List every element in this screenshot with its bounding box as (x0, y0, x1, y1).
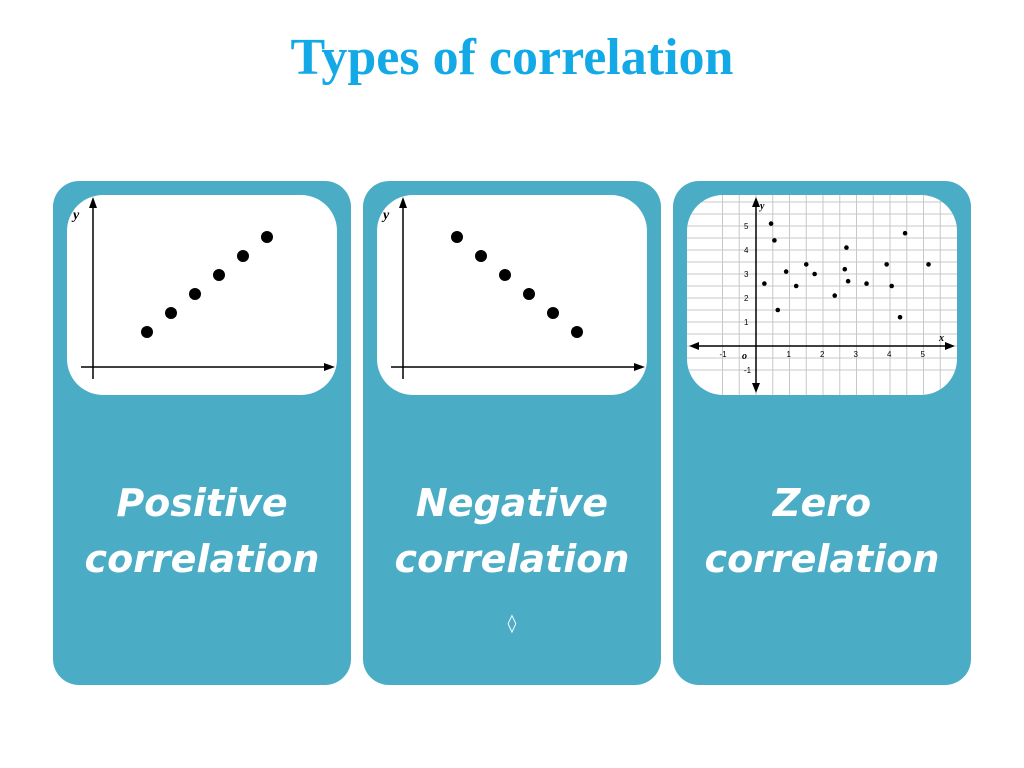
y-axis-arrow-icon (399, 197, 407, 208)
zero-correlation-label: Zero correlation (673, 475, 971, 587)
x-tick-label: 2 (820, 350, 825, 359)
data-point-4 (523, 288, 535, 300)
data-point-3 (189, 288, 201, 300)
label-line-1: Positive (116, 481, 288, 525)
label-line-2: correlation (84, 537, 320, 581)
data-point-10 (842, 266, 848, 272)
data-point-17 (902, 230, 908, 236)
grid (687, 195, 957, 395)
data-points (762, 221, 931, 320)
negative-correlation-label: Negative correlation (363, 475, 661, 587)
data-point-6 (571, 326, 583, 338)
positive-correlation-label: Positive correlation (53, 475, 351, 587)
x-tick-label: 4 (887, 350, 892, 359)
origin-label: o (742, 351, 747, 362)
data-point-7 (803, 262, 809, 267)
y-tick-label: 1 (744, 318, 749, 327)
data-point-4 (213, 269, 225, 281)
x-axis-label: x (938, 333, 944, 344)
data-point-6 (793, 283, 799, 289)
x-axis-arrow-left-icon (689, 342, 699, 350)
zero-correlation-card: x y o -1 1 2 3 4 5 -1 1 2 3 4 5 Zero correlation (673, 181, 971, 685)
data-point-9 (832, 293, 838, 298)
data-point-13 (864, 281, 869, 286)
positive-correlation-card: y Positive correlation (53, 181, 351, 685)
y-axis-arrow-down-icon (752, 383, 760, 393)
data-point-2 (768, 221, 774, 226)
data-point-12 (845, 278, 851, 284)
y-axis-arrow-icon (752, 197, 760, 207)
x-tick-label: 3 (854, 350, 859, 359)
y-axis-label: y (759, 201, 765, 212)
label-line-1: Negative (415, 481, 609, 525)
axes (689, 197, 955, 393)
data-point-1 (141, 326, 153, 338)
data-point-6 (261, 231, 273, 243)
data-point-15 (889, 283, 894, 289)
x-axis-arrow-icon (324, 363, 335, 371)
negative-scatter-svg: y (381, 197, 645, 379)
data-point-5 (547, 307, 559, 319)
positive-scatter-plot: y (67, 195, 337, 395)
data-point-8 (812, 271, 817, 277)
label-line-2: correlation (394, 537, 630, 581)
data-point-5 (783, 269, 789, 274)
data-points (451, 231, 583, 338)
negative-correlation-card: y Negative correlation ◊ (363, 181, 661, 685)
data-point-1 (451, 231, 463, 243)
x-axis-arrow-icon (634, 363, 645, 371)
x-tick-label: -1 (720, 350, 728, 359)
y-tick-label: 2 (744, 294, 749, 303)
y-axis-arrow-icon (89, 197, 97, 208)
page-title: Types of correlation (290, 29, 734, 86)
data-point-16 (897, 314, 903, 320)
zero-scatter-svg: x y o -1 1 2 3 4 5 -1 1 2 3 4 5 (687, 195, 957, 395)
y-axis-label: y (71, 208, 80, 223)
zero-scatter-plot: x y o -1 1 2 3 4 5 -1 1 2 3 4 5 (687, 195, 957, 395)
negative-scatter-plot: y (377, 195, 647, 395)
data-point-1 (762, 281, 767, 286)
y-tick-label: 4 (744, 246, 749, 255)
data-point-2 (165, 307, 177, 319)
data-point-18 (926, 262, 931, 267)
y-tick-label: 3 (744, 270, 749, 279)
data-point-14 (884, 262, 889, 267)
y-tick-label: 5 (744, 222, 749, 231)
data-point-11 (844, 245, 849, 250)
positive-scatter-svg: y (71, 197, 335, 379)
data-point-3 (499, 269, 511, 281)
x-tick-label: 1 (787, 350, 792, 359)
label-line-2: correlation (704, 537, 940, 581)
data-points (141, 231, 273, 338)
y-axis-label: y (381, 208, 390, 223)
data-point-2 (475, 250, 487, 262)
data-point-5 (237, 250, 249, 262)
x-axis-arrow-icon (945, 342, 955, 350)
tick-labels: x y o -1 1 2 3 4 5 -1 1 2 3 4 5 (720, 201, 945, 375)
data-point-3 (772, 238, 777, 243)
label-line-1: Zero (772, 481, 872, 525)
x-tick-label: 5 (921, 350, 926, 359)
diamond-icon: ◊ (507, 613, 517, 634)
data-point-4 (775, 307, 781, 313)
y-tick-label: -1 (744, 366, 752, 375)
